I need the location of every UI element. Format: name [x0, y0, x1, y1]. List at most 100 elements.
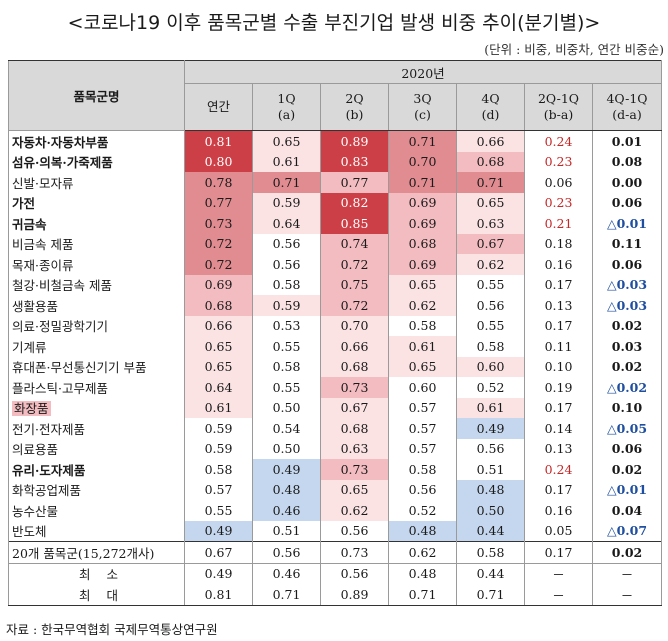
item-name-cell: 자동차·자동차부품 — [8, 130, 185, 152]
item-name: 전기·전자제품 — [12, 421, 85, 437]
diff-2q-1q-cell: 0.24 — [524, 130, 593, 152]
item-name: 농수산물 — [12, 503, 59, 519]
value-cell: 0.65 — [184, 336, 253, 357]
value-cell: 0.62 — [456, 254, 525, 275]
item-name: 비금속 제품 — [12, 237, 74, 253]
value-cell: 0.55 — [252, 336, 321, 357]
diff-4q-1q-cell: 0.06 — [592, 192, 662, 213]
item-name-cell: 비금속 제품 — [8, 233, 185, 254]
summary-row-max: 최 대 0.81 0.71 0.89 0.71 0.71 －－ — [8, 584, 662, 606]
item-name: 의료·정밀광학기기 — [12, 319, 108, 335]
value-cell: 0.61 — [456, 397, 525, 418]
value-cell: 0.58 — [252, 274, 321, 295]
value-cell: 0.62 — [320, 500, 389, 521]
value-cell: 0.60 — [456, 356, 525, 377]
value-cell: 0.68 — [320, 418, 389, 439]
item-name-cell: 귀금속 — [8, 213, 185, 234]
summary-diff2-cell: 0.02 — [592, 541, 662, 564]
column-header-line2: (b-a) — [543, 107, 574, 122]
table-row: 유리·도자제품 0.58 0.49 0.73 0.58 0.51 0.24 0.02 — [8, 459, 662, 480]
value-cell: 0.56 — [252, 233, 321, 254]
diff-4q-1q-cell: △0.05 — [592, 418, 662, 439]
value-cell: 0.65 — [184, 356, 253, 377]
table-row: 신발·모자류 0.78 0.71 0.77 0.71 0.71 0.06 0.00 — [8, 172, 662, 193]
item-name: 기계류 — [12, 339, 47, 355]
value-cell: 0.58 — [388, 315, 457, 336]
column-header-line2: (b) — [345, 107, 364, 122]
value-cell: 0.61 — [184, 397, 253, 418]
value-cell: 0.62 — [388, 295, 457, 316]
summary-diff2-cell: － — [592, 563, 662, 584]
diff-2q-1q-cell: 0.23 — [524, 192, 593, 213]
item-name-cell: 농수산물 — [8, 500, 185, 521]
column-header: 2Q (b) — [320, 83, 389, 131]
value-cell: 0.75 — [320, 274, 389, 295]
table-row: 목재·종이류 0.72 0.56 0.72 0.69 0.62 0.16 0.06 — [8, 254, 662, 275]
value-cell: 0.73 — [320, 459, 389, 480]
value-cell: 0.73 — [320, 377, 389, 398]
value-cell: 0.64 — [252, 213, 321, 234]
diff-2q-1q-cell: 0.23 — [524, 151, 593, 172]
diff-4q-1q-cell: 0.01 — [592, 130, 662, 152]
value-cell: 0.63 — [456, 213, 525, 234]
summary-value-cell: 0.48 — [388, 563, 457, 584]
value-cell: 0.55 — [184, 500, 253, 521]
table-row: 농수산물 0.55 0.46 0.62 0.52 0.50 0.16 0.04 — [8, 500, 662, 521]
summary-value-cell: 0.89 — [320, 584, 389, 606]
value-cell: 0.49 — [184, 520, 253, 542]
item-name: 철강·비철금속 제품 — [12, 278, 112, 294]
table-row: 기계류 0.65 0.55 0.66 0.61 0.58 0.11 0.03 — [8, 336, 662, 357]
column-header-line1: 1Q — [277, 91, 296, 106]
table-row: 가전 0.77 0.59 0.82 0.69 0.65 0.23 0.06 — [8, 192, 662, 213]
item-name-cell: 목재·종이류 — [8, 254, 185, 275]
table-row: 생활용품 0.68 0.59 0.72 0.62 0.56 0.13 △0.03 — [8, 295, 662, 316]
diff-4q-1q-cell: 0.02 — [592, 459, 662, 480]
value-cell: 0.50 — [252, 438, 321, 459]
value-cell: 0.60 — [388, 377, 457, 398]
summary-diff1-cell: － — [524, 563, 593, 584]
value-cell: 0.56 — [456, 295, 525, 316]
value-cell: 0.69 — [388, 254, 457, 275]
value-cell: 0.65 — [388, 274, 457, 295]
value-cell: 0.51 — [252, 520, 321, 542]
diff-4q-1q-cell: △0.03 — [592, 274, 662, 295]
table-row: 플라스틱·고무제품 0.64 0.55 0.73 0.60 0.52 0.19 △0.02 — [8, 377, 662, 398]
diff-4q-1q-cell: 0.00 — [592, 172, 662, 193]
summary-value-cell: 0.81 — [184, 584, 253, 606]
column-header-line2: (c) — [414, 107, 431, 122]
column-header-line1: 3Q — [413, 91, 432, 106]
diff-4q-1q-cell: 0.06 — [592, 254, 662, 275]
value-cell: 0.44 — [456, 520, 525, 542]
diff-2q-1q-cell: 0.21 — [524, 213, 593, 234]
value-cell: 0.74 — [320, 233, 389, 254]
diff-2q-1q-cell: 0.06 — [524, 172, 593, 193]
table-row: 섬유·의복·가죽제품 0.80 0.61 0.83 0.70 0.68 0.23 0.08 — [8, 151, 662, 172]
value-cell: 0.69 — [184, 274, 253, 295]
diff-4q-1q-cell: 0.02 — [592, 356, 662, 377]
value-cell: 0.80 — [184, 151, 253, 172]
summary-value-cell: 0.71 — [456, 584, 525, 606]
item-name: 휴대폰·무선통신기기 부품 — [12, 360, 147, 376]
diff-4q-1q-cell: 0.04 — [592, 500, 662, 521]
table-row: 화학공업제품 0.57 0.48 0.65 0.56 0.48 0.17 △0.01 — [8, 479, 662, 500]
diff-2q-1q-cell: 0.05 — [524, 520, 593, 542]
diff-2q-1q-cell: 0.17 — [524, 479, 593, 500]
column-header-line1: 2Q — [345, 91, 364, 106]
item-name-cell: 화학공업제품 — [8, 479, 185, 500]
value-cell: 0.57 — [388, 418, 457, 439]
item-name-cell: 신발·모자류 — [8, 172, 185, 193]
value-cell: 0.67 — [456, 233, 525, 254]
diff-2q-1q-cell: 0.16 — [524, 500, 593, 521]
value-cell: 0.49 — [252, 459, 321, 480]
value-cell: 0.65 — [456, 192, 525, 213]
value-cell: 0.65 — [252, 130, 321, 152]
item-name: 의료용품 — [12, 442, 59, 458]
value-cell: 0.52 — [456, 377, 525, 398]
summary-value-cell: 0.71 — [252, 584, 321, 606]
diff-2q-1q-cell: 0.17 — [524, 315, 593, 336]
diff-4q-1q-cell: 0.08 — [592, 151, 662, 172]
item-name-cell: 플라스틱·고무제품 — [8, 377, 185, 398]
diff-2q-1q-cell: 0.24 — [524, 459, 593, 480]
value-cell: 0.56 — [388, 479, 457, 500]
value-cell: 0.64 — [184, 377, 253, 398]
